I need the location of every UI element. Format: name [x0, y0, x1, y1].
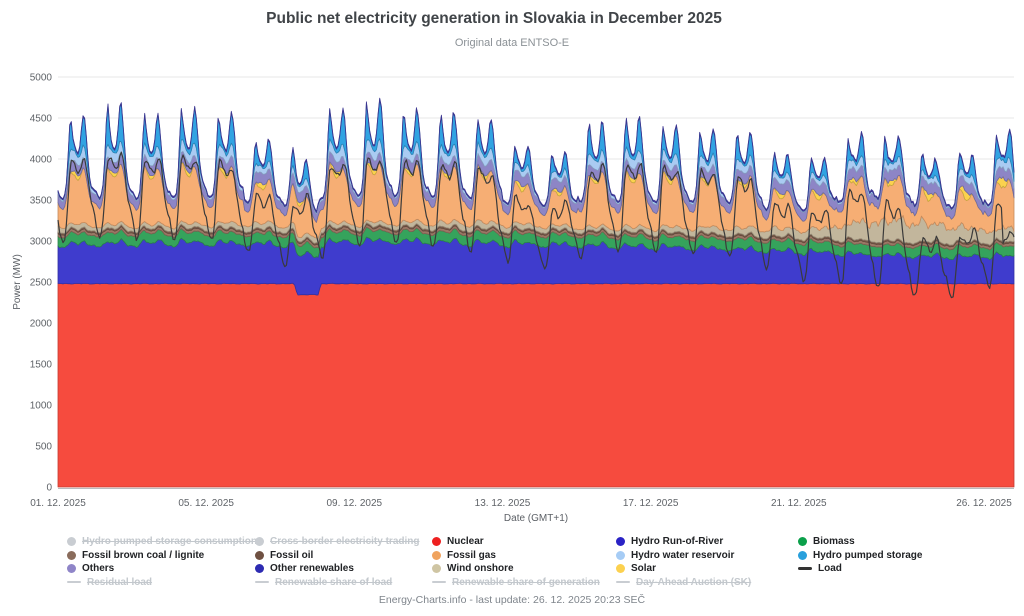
legend-label: Hydro pumped storage [813, 549, 923, 561]
legend-item-hydro-run-of-river[interactable]: Hydro Run-of-River [616, 536, 723, 547]
legend-item-renewable-share-of-load[interactable]: Renewable share of load [255, 577, 392, 588]
legend-label: Hydro Run-of-River [631, 536, 724, 547]
footer-attribution: Energy-Charts.info - last update: 26. 12… [378, 594, 646, 606]
legend-item-fossil-oil[interactable]: Fossil oil [255, 550, 313, 561]
legend-marker-day-ahead-auction-sk [616, 580, 630, 584]
legend-label: Wind onshore [447, 563, 514, 574]
legend-label: Load [818, 563, 842, 574]
svg-text:13. 12. 2025: 13. 12. 2025 [475, 498, 531, 509]
svg-text:21. 12. 2025: 21. 12. 2025 [771, 498, 827, 509]
svg-text:01. 12. 2025: 01. 12. 2025 [30, 498, 86, 509]
legend-marker-residual-load [67, 580, 81, 584]
legend-item-cross-border-electricity-trading[interactable]: Cross-border electricity trading [255, 536, 419, 547]
legend-item-residual-load[interactable]: Residual load [67, 577, 152, 588]
y-axis-title: Power (MW) [12, 254, 23, 310]
legend-label: Residual load [87, 576, 153, 588]
svg-text:4000: 4000 [30, 155, 53, 166]
svg-text:17. 12. 2025: 17. 12. 2025 [623, 498, 679, 509]
load-line [57, 151, 1015, 299]
legend-item-hydro-water-reservoir[interactable]: Hydro water reservoir [616, 550, 734, 561]
legend-marker-fossil-gas [432, 550, 441, 560]
legend-item-solar[interactable]: Solar [616, 563, 656, 574]
legend-marker-wind-onshore [432, 564, 441, 573]
y-axis-tick-labels: 0 500 1000 1500 2000 2500 3000 3500 4000 4500 5000 [30, 73, 53, 494]
legend-label: Fossil oil [270, 549, 314, 561]
legend-marker-hydro-water-reservoir [616, 550, 625, 560]
area-other-renewables [57, 97, 1015, 213]
svg-text:2000: 2000 [30, 319, 53, 330]
svg-text:1000: 1000 [30, 401, 53, 412]
legend-item-nuclear[interactable]: Nuclear [432, 536, 484, 547]
legend-marker-other-renewables [255, 564, 264, 573]
svg-text:500: 500 [35, 442, 52, 453]
page-subtitle: Original data ENTSO-E [454, 37, 570, 49]
svg-text:3500: 3500 [30, 196, 53, 207]
legend-item-wind-onshore[interactable]: Wind onshore [432, 563, 514, 574]
legend-item-load[interactable]: Load [798, 563, 842, 574]
legend-marker-renewable-share-of-load [255, 580, 269, 584]
svg-text:0: 0 [46, 483, 52, 494]
legend-marker-fossil-brown-coal [67, 550, 76, 560]
legend-marker-cross-border-electricity-trading [255, 537, 264, 546]
legend-item-hydro-pumped-storage[interactable]: Hydro pumped storage [798, 550, 922, 561]
svg-text:5000: 5000 [30, 73, 53, 84]
legend-label: Fossil gas [447, 549, 496, 561]
svg-text:4500: 4500 [30, 114, 53, 125]
legend-marker-nuclear [432, 537, 441, 546]
legend-item-fossil-brown-coal[interactable]: Fossil brown coal / lignite [67, 550, 204, 561]
legend-label: Renewable share of load [275, 576, 393, 588]
legend-marker-biomass [798, 537, 807, 546]
page-title: Public net electricity generation in Slo… [266, 10, 722, 27]
legend-label: Nuclear [447, 536, 484, 547]
legend-marker-solar [616, 564, 625, 573]
legend-label: Hydro water reservoir [631, 549, 735, 561]
svg-text:09. 12. 2025: 09. 12. 2025 [327, 498, 383, 509]
legend-marker-fossil-oil [255, 550, 264, 560]
svg-text:1500: 1500 [30, 360, 53, 371]
legend-item-fossil-gas[interactable]: Fossil gas [432, 550, 496, 561]
legend-marker-hydro-pumped-storage [798, 550, 807, 560]
chart-legend: Hydro pumped storage consumption Fossil b… [0, 532, 1024, 588]
legend-label: Cross-border electricity trading [270, 536, 420, 547]
legend-label: Fossil brown coal / lignite [82, 549, 205, 561]
legend-item-biomass[interactable]: Biomass [798, 536, 855, 547]
legend-marker-hydro-pumped-storage-consumption [67, 537, 76, 546]
svg-text:26. 12. 2025: 26. 12. 2025 [956, 498, 1012, 509]
legend-label: Solar [631, 563, 657, 574]
svg-text:05. 12. 2025: 05. 12. 2025 [178, 498, 234, 509]
stacked-areas [57, 97, 1015, 488]
legend-marker-hydro-run-of-river [616, 537, 625, 546]
area-nuclear [57, 282, 1015, 488]
legend-marker-renewable-share-of-generation [432, 580, 446, 584]
legend-label: Biomass [813, 536, 855, 547]
legend-marker-load [798, 567, 812, 570]
legend-label: Renewable share of generation [452, 576, 600, 588]
legend-item-day-ahead-auction-sk[interactable]: Day-Ahead Auction (SK) [616, 577, 751, 588]
svg-text:3000: 3000 [30, 237, 53, 248]
svg-text:2500: 2500 [30, 278, 53, 289]
legend-item-other-renewables[interactable]: Other renewables [255, 563, 354, 574]
legend-label: Day-Ahead Auction (SK) [636, 576, 752, 588]
legend-label: Other renewables [270, 563, 354, 574]
legend-label: Hydro pumped storage consumption [82, 536, 258, 547]
legend-item-hydro-pumped-storage-consumption[interactable]: Hydro pumped storage consumption [67, 536, 257, 547]
legend-item-others[interactable]: Others [67, 563, 114, 574]
x-axis-title: Date (GMT+1) [504, 513, 568, 524]
x-axis-tick-labels: 01. 12. 2025 05. 12. 2025 09. 12. 2025 13. … [30, 498, 1012, 509]
legend-item-renewable-share-of-generation[interactable]: Renewable share of generation [432, 577, 600, 588]
legend-label: Others [82, 563, 115, 574]
legend-marker-others [67, 564, 76, 573]
